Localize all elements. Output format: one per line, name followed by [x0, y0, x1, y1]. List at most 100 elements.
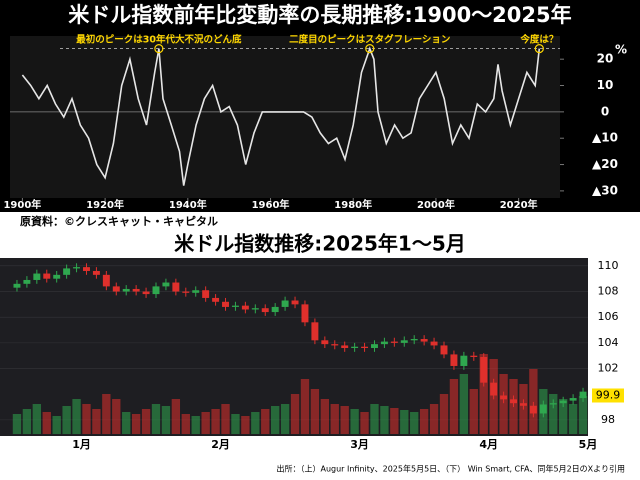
annotation: 二度目のピークはスタグフレーション — [289, 34, 450, 46]
volume-bar — [191, 416, 200, 434]
volume-bar — [529, 369, 538, 434]
candle-body — [23, 279, 31, 284]
x-tick-label: 1900年 — [3, 198, 41, 211]
y-tick-label: ▲30 — [592, 183, 618, 197]
current-value-box — [592, 388, 624, 403]
volume-bar — [400, 410, 409, 434]
candle-body — [371, 344, 378, 348]
volume-bar — [350, 409, 359, 434]
candle-body — [192, 290, 200, 293]
candle-body — [390, 341, 398, 343]
current-value: 99.9 — [596, 388, 621, 401]
y-tick-label: 98 — [601, 413, 615, 426]
candle-body — [182, 291, 190, 293]
volume-bar — [380, 406, 389, 434]
candle-body — [102, 274, 110, 287]
volume-bar — [410, 412, 419, 434]
volume-bar — [280, 404, 290, 434]
volume-bar — [429, 404, 439, 434]
candle-body — [172, 282, 180, 292]
peak-marker — [154, 44, 164, 54]
candle-body — [440, 345, 448, 355]
volume-bar — [231, 414, 240, 434]
candle-body — [231, 305, 239, 307]
volume-bar — [72, 399, 81, 434]
source: 原資料：©クレスキャット・キャピタル — [20, 214, 218, 228]
candle-body — [400, 340, 408, 343]
candle-body — [311, 322, 319, 341]
volume-bar — [310, 389, 320, 434]
x-tick-label: 3月 — [350, 438, 369, 451]
volume-bar — [370, 404, 379, 434]
candle-body — [559, 400, 567, 404]
unit-label: % — [615, 43, 627, 57]
volume-bar — [131, 414, 141, 434]
x-tick-label: 1960年 — [252, 198, 290, 211]
candle-body — [539, 404, 547, 414]
volume-bar — [479, 354, 488, 434]
volume-bar — [211, 409, 220, 434]
volume-bar — [201, 412, 210, 434]
volume-bar — [300, 379, 310, 434]
axis-panel — [588, 258, 640, 436]
volume-bar — [82, 404, 91, 434]
candle-body — [470, 355, 478, 357]
y-tick-label: 108 — [598, 285, 619, 298]
top-plot-bg — [10, 36, 560, 198]
volume-bar — [92, 409, 101, 434]
candle-body — [33, 273, 41, 280]
candle-body — [142, 291, 150, 295]
candle-body — [53, 274, 61, 279]
volume-bar — [320, 399, 329, 434]
volume-bar — [181, 414, 190, 434]
x-tick-label: 4月 — [479, 438, 498, 451]
candle-body — [410, 339, 418, 341]
annotation: 最初のピークは30年代大不況のどん底 — [76, 34, 242, 46]
y-tick-label: 110 — [598, 259, 619, 272]
volume-bar — [221, 404, 230, 434]
y-tick-label: 0 — [601, 104, 609, 118]
peak-marker — [365, 44, 375, 54]
volume-bar — [241, 416, 250, 434]
volume-bar — [499, 374, 508, 434]
candle-body — [480, 356, 488, 383]
candle-body — [162, 282, 170, 287]
candle-body — [281, 300, 289, 307]
candle-body — [112, 286, 120, 292]
volume-bar — [261, 409, 270, 434]
volume-bar — [340, 406, 349, 434]
candle-body — [430, 341, 438, 346]
candle-body — [529, 405, 537, 414]
volume-bar — [469, 389, 478, 434]
volume-bar — [112, 399, 121, 434]
volume-bar — [271, 406, 280, 434]
candle-body — [122, 288, 130, 292]
volume-bar — [459, 374, 469, 434]
x-tick-label: 2020年 — [500, 198, 538, 211]
candle-body — [152, 286, 160, 295]
volume-bar — [12, 414, 22, 434]
volume-bar — [568, 404, 578, 434]
x-tick-label: 1940年 — [169, 198, 207, 211]
x-tick-label: 1920年 — [86, 198, 124, 211]
volume-bar — [32, 404, 41, 434]
top-title: 米ドル指数前年比変動率の長期推移:1900～2025年 — [68, 3, 571, 27]
volume-bar — [42, 412, 51, 434]
candle-body — [63, 268, 71, 275]
volume-bar — [62, 406, 71, 434]
peak-marker — [534, 44, 544, 54]
x-tick-label: 1980年 — [334, 198, 372, 211]
candle-body — [202, 290, 210, 298]
candle-body — [510, 399, 517, 404]
y-tick-label: 106 — [598, 310, 619, 323]
y-tick-label: 20 — [597, 52, 614, 66]
candle-body — [519, 403, 527, 406]
volume-bar — [559, 399, 568, 434]
volume-bar — [290, 394, 300, 434]
footer-note: 出所：（上）Augur Infinity、2025年5月5日、（下） Win S… — [276, 464, 625, 474]
volume-bar — [52, 416, 61, 434]
candle-body — [341, 345, 349, 348]
volume-bar — [122, 412, 131, 434]
x-tick-label: 2000年 — [417, 198, 455, 211]
